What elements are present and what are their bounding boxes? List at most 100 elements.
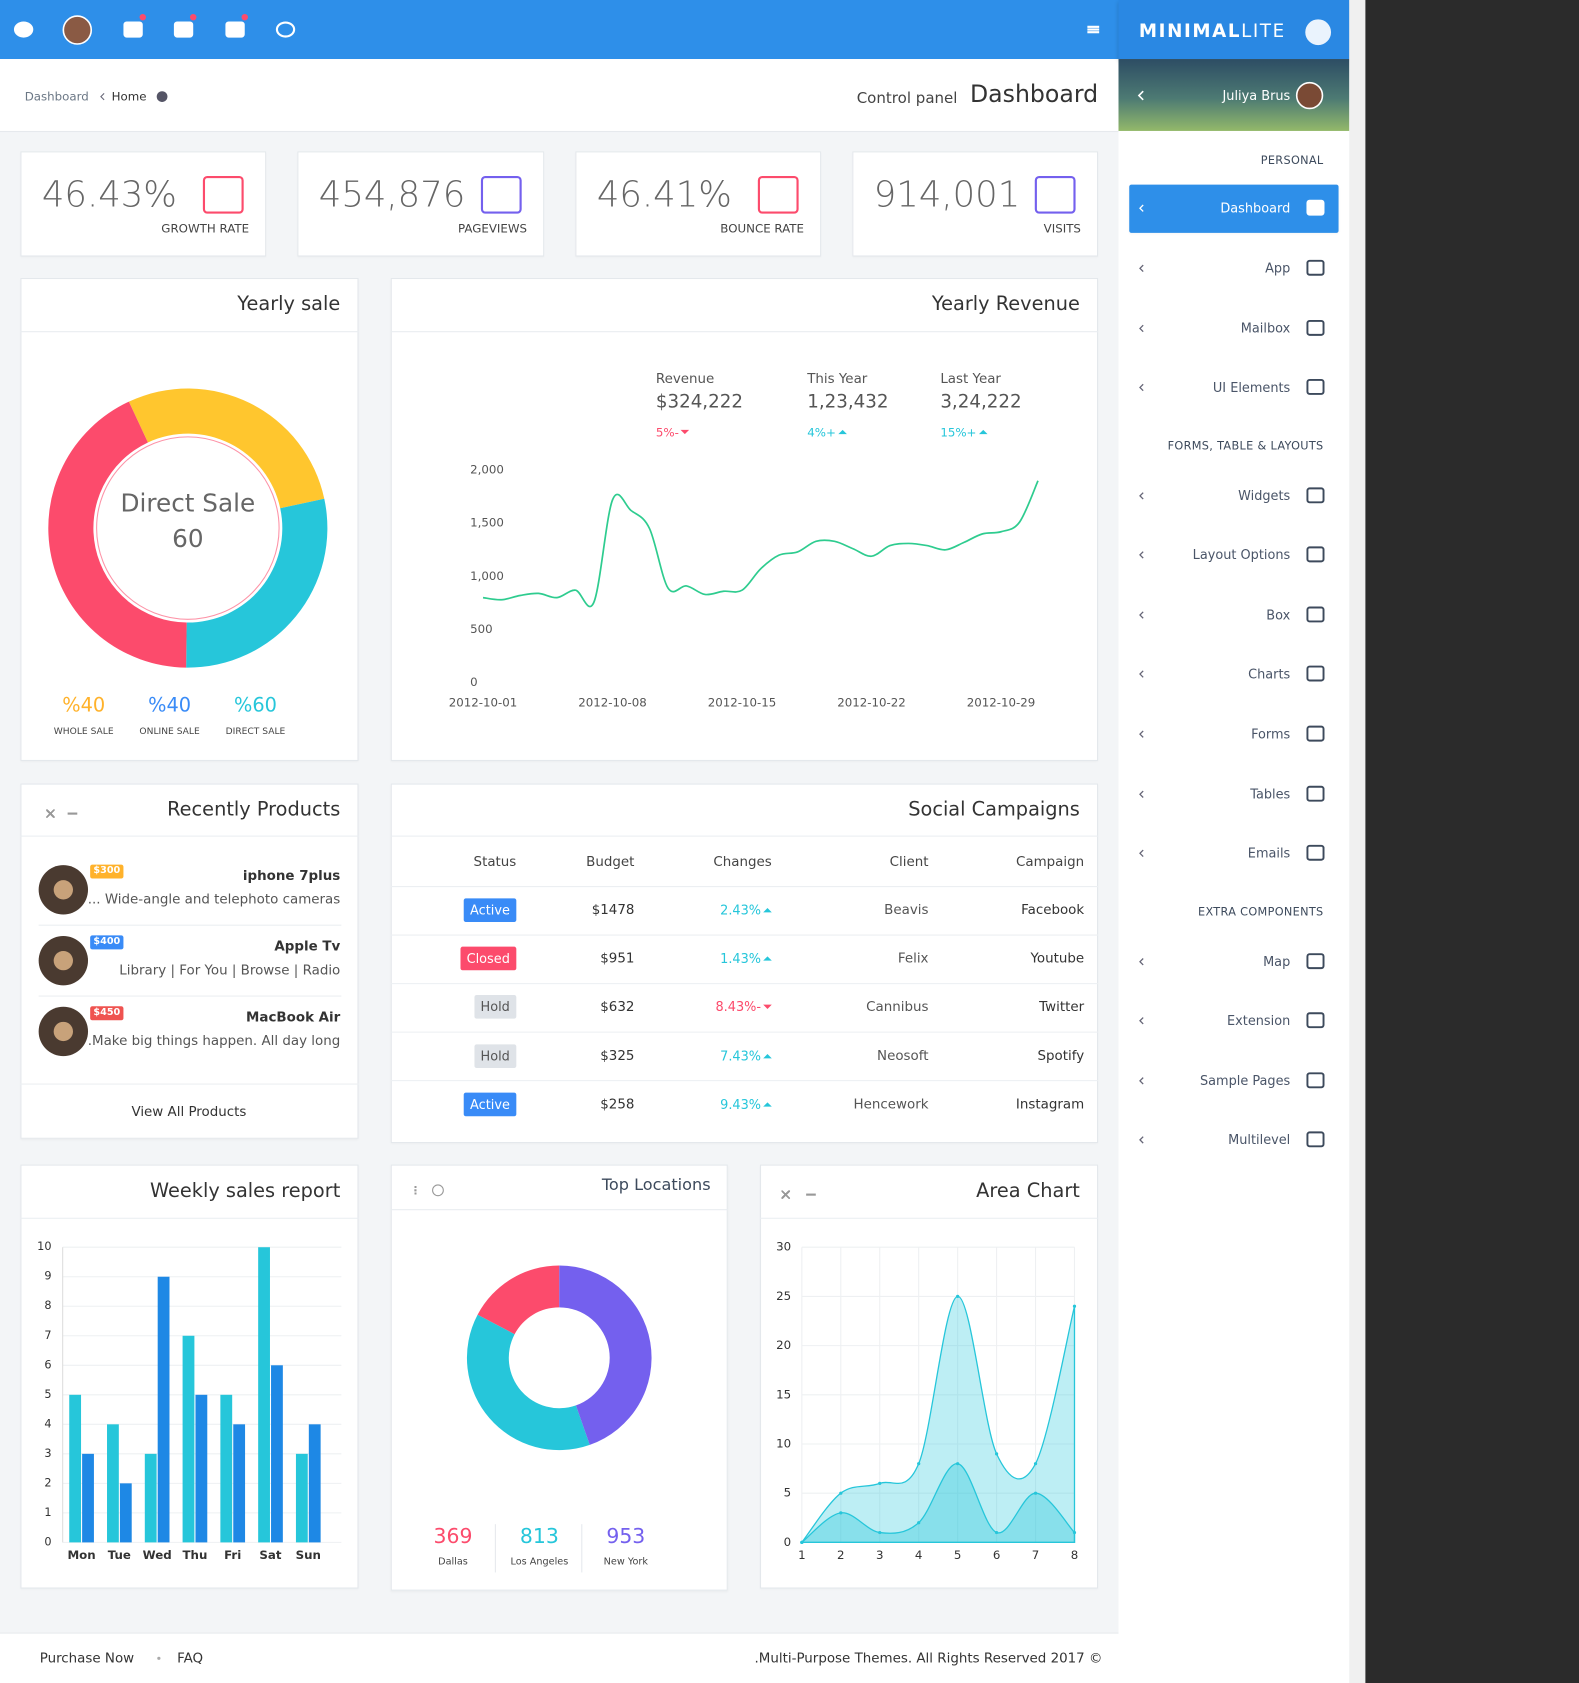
legend-value: %40 [148, 694, 192, 717]
sidebar-item[interactable]: Forms [1251, 726, 1291, 742]
breadcrumb[interactable]: Dashboard [24, 89, 89, 104]
footer-bar [0, 1632, 1119, 1683]
legend-label: New York [603, 1556, 648, 1568]
budget: $1478 [591, 901, 635, 918]
card-title: Area Chart [976, 1179, 1080, 1203]
sidebar-item[interactable]: Charts [1248, 666, 1291, 682]
sidebar-item[interactable]: Sample Pages [1199, 1073, 1291, 1089]
legend-label: DIRECT SALE [225, 726, 286, 738]
sidebar-item[interactable]: Dashboard [1220, 200, 1291, 216]
legend-label: Dallas [438, 1556, 468, 1568]
minimize-icon[interactable] [67, 812, 78, 815]
sidebar-section: FORMS, TABLE & LAYOUTS [1167, 439, 1324, 453]
table-header: Budget [586, 853, 635, 870]
user-name[interactable]: Juliya Brus [1222, 88, 1291, 104]
footer-link[interactable]: FAQ [177, 1649, 204, 1666]
sidebar-item[interactable]: App [1265, 260, 1291, 276]
stat-value: 454,876 [318, 173, 466, 216]
card-title: Top Locations [601, 1174, 711, 1195]
legend-label: WHOLE SALE [53, 726, 114, 738]
stat-value: 914,001 [873, 173, 1021, 216]
campaign: Twitter [1039, 998, 1085, 1015]
change: 7.43% [720, 1049, 772, 1062]
summary-label: Last Year [940, 370, 1001, 387]
brand-suffix: LITE [1241, 20, 1286, 43]
card [20, 277, 359, 761]
client: Felix [897, 949, 929, 966]
card-title: Social Campaigns [908, 798, 1080, 822]
sidebar-item[interactable]: Map [1263, 954, 1291, 970]
copyright: .Multi-Purpose Themes. All Rights Reserv… [754, 1649, 1103, 1666]
table-header: Campaign [1015, 853, 1085, 870]
minimize-icon[interactable] [806, 1193, 816, 1196]
status-badge: Hold [474, 1043, 517, 1068]
table-header: Client [889, 853, 929, 870]
client: Hencework [853, 1095, 929, 1112]
sidebar-item[interactable]: UI Elements [1212, 379, 1291, 395]
price-badge: $400 [90, 935, 124, 950]
budget: $325 [600, 1046, 635, 1063]
legend-value: 813 [519, 1524, 559, 1549]
legend-label: ONLINE SALE [139, 726, 200, 738]
page-subtitle: Control panel [856, 90, 958, 108]
legend-value: 953 [606, 1524, 646, 1549]
product-desc: .Make big things happen. All day long [87, 1032, 341, 1049]
sidebar-item[interactable]: Emails [1247, 845, 1291, 861]
top-bar [0, 0, 1119, 60]
sidebar-item[interactable]: Layout Options [1192, 547, 1291, 563]
campaign: Youtube [1030, 949, 1085, 966]
card-title: Recently Products [167, 798, 341, 822]
sidebar-section: EXTRA COMPONENTS [1198, 905, 1324, 919]
options-icon[interactable] [414, 1186, 418, 1195]
link[interactable]: View All Products [131, 1103, 247, 1120]
summary-value: 1,23,432 [807, 391, 889, 413]
center-label: Direct Sale [120, 489, 256, 518]
brand: MINIMALLITE [1138, 20, 1286, 43]
budget: $258 [600, 1095, 635, 1112]
sidebar-item[interactable]: Box [1266, 607, 1291, 623]
sidebar-item[interactable]: Mailbox [1240, 320, 1291, 336]
card-title: Weekly sales report [150, 1179, 341, 1203]
summary-value: $324,222 [655, 391, 743, 413]
center-value: 60 [172, 525, 204, 554]
product-desc: Library | For You | Browse | Radio [119, 961, 341, 978]
breadcrumb-bar [0, 59, 1119, 133]
card-title: Yearly Revenue [931, 293, 1080, 316]
client: Cannibus [866, 998, 929, 1015]
sidebar-item[interactable]: Multilevel [1228, 1132, 1291, 1148]
product-desc: ... Wide-angle and telephoto cameras [87, 890, 341, 907]
sidebar-item[interactable]: Extension [1227, 1013, 1291, 1029]
change: 8.43%- [715, 1001, 771, 1014]
stat-label: GROWTH RATE [161, 221, 250, 236]
sidebar [1118, 0, 1350, 1683]
status-badge: Hold [474, 995, 517, 1020]
product-name[interactable]: iphone 7plus [242, 866, 341, 884]
active-item [1129, 184, 1339, 233]
sidebar-item[interactable]: Tables [1250, 786, 1291, 802]
table-header: Status [473, 853, 517, 870]
product-name[interactable]: MacBook Air [246, 1008, 341, 1025]
close-icon[interactable] [781, 1190, 791, 1199]
summary-change: 15%+ [940, 427, 987, 439]
table-header: Changes [713, 853, 772, 870]
stat-label: BOUNCE RATE [720, 221, 804, 236]
change: 2.43% [720, 904, 772, 917]
close-icon[interactable] [46, 809, 55, 818]
product-name[interactable]: Apple Tv [274, 937, 341, 954]
card [759, 1164, 1099, 1589]
client: Beavis [884, 901, 929, 918]
stat-value: 46.41% [596, 173, 732, 216]
page-edge [1349, 0, 1366, 1683]
legend-value: %40 [62, 694, 106, 717]
change: 9.43% [720, 1098, 772, 1111]
legend-value: 369 [433, 1524, 473, 1549]
footer-link[interactable]: Purchase Now [39, 1649, 135, 1666]
price-badge: $450 [90, 1006, 124, 1021]
summary-change: 4%+ [807, 427, 846, 439]
budget: $951 [600, 949, 635, 966]
sidebar-section: PERSONAL [1260, 154, 1324, 168]
status-badge: Closed [460, 946, 517, 971]
summary-label: Revenue [655, 370, 715, 387]
sidebar-item[interactable]: Widgets [1238, 488, 1291, 504]
